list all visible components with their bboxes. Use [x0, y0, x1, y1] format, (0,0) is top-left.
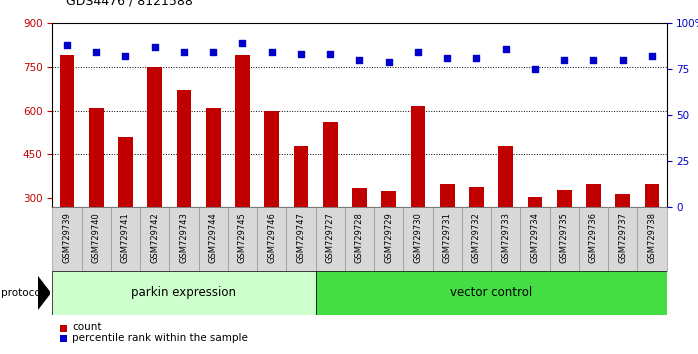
Point [266, 50, 277, 55]
Bar [440, 184, 454, 207]
Bar [111, 207, 140, 271]
Bar [89, 108, 103, 207]
Bar [199, 207, 228, 271]
Point [91, 50, 102, 55]
Bar [82, 207, 111, 271]
Text: GSM729734: GSM729734 [530, 212, 540, 263]
Text: GDS4476 / 8121588: GDS4476 / 8121588 [66, 0, 193, 7]
Text: parkin expression: parkin expression [131, 286, 237, 299]
Point [149, 44, 161, 50]
Bar [52, 271, 315, 315]
Bar [352, 188, 366, 207]
Text: GSM729737: GSM729737 [618, 212, 628, 263]
Bar [323, 122, 338, 207]
Text: GSM729746: GSM729746 [267, 212, 276, 263]
Point [588, 57, 599, 63]
Text: GSM729729: GSM729729 [384, 212, 393, 263]
Text: GSM729738: GSM729738 [648, 212, 656, 263]
Bar [59, 55, 74, 207]
Bar [294, 146, 309, 207]
Bar [462, 207, 491, 271]
Text: GSM729747: GSM729747 [297, 212, 306, 263]
Text: GSM729740: GSM729740 [91, 212, 101, 263]
Point [325, 51, 336, 57]
Bar [410, 106, 425, 207]
Text: count: count [72, 322, 101, 332]
Text: protocol: protocol [1, 288, 44, 298]
Bar [579, 207, 608, 271]
Bar [381, 191, 396, 207]
Text: GSM729744: GSM729744 [209, 212, 218, 263]
Point [295, 51, 306, 57]
Bar [265, 111, 279, 207]
Bar [315, 271, 667, 315]
Point [120, 53, 131, 59]
Text: GSM729743: GSM729743 [179, 212, 188, 263]
Point [207, 50, 218, 55]
Bar [147, 67, 162, 207]
Point [529, 66, 540, 72]
Bar [60, 325, 67, 332]
Point [354, 57, 365, 63]
Bar [52, 207, 82, 271]
Bar [637, 207, 667, 271]
Text: vector control: vector control [450, 286, 532, 299]
Bar [586, 184, 601, 207]
Bar [549, 207, 579, 271]
Bar [374, 207, 403, 271]
Text: GSM729731: GSM729731 [443, 212, 452, 263]
Bar [433, 207, 462, 271]
Point [558, 57, 570, 63]
Bar [608, 207, 637, 271]
Bar [60, 336, 67, 343]
Polygon shape [38, 277, 50, 309]
Bar [528, 197, 542, 207]
Bar [557, 189, 572, 207]
Bar [616, 194, 630, 207]
Text: GSM729728: GSM729728 [355, 212, 364, 263]
Bar [345, 207, 374, 271]
Text: GSM729739: GSM729739 [63, 212, 71, 263]
Bar [520, 207, 549, 271]
Bar [118, 137, 133, 207]
Bar [177, 90, 191, 207]
Bar [498, 146, 513, 207]
Bar [403, 207, 433, 271]
Text: GSM729736: GSM729736 [589, 212, 598, 263]
Bar [206, 108, 221, 207]
Point [471, 55, 482, 61]
Point [617, 57, 628, 63]
Text: GSM729732: GSM729732 [472, 212, 481, 263]
Bar [469, 187, 484, 207]
Bar [286, 207, 315, 271]
Text: GSM729735: GSM729735 [560, 212, 569, 263]
Bar [235, 55, 250, 207]
Bar [257, 207, 286, 271]
Point [383, 59, 394, 64]
Text: GSM729745: GSM729745 [238, 212, 247, 263]
Point [413, 50, 424, 55]
Point [500, 46, 512, 52]
Text: GSM729741: GSM729741 [121, 212, 130, 263]
Text: GSM729742: GSM729742 [150, 212, 159, 263]
Text: GSM729733: GSM729733 [501, 212, 510, 263]
Bar [228, 207, 257, 271]
Text: percentile rank within the sample: percentile rank within the sample [72, 333, 248, 343]
Bar [140, 207, 170, 271]
Bar [645, 184, 660, 207]
Point [61, 42, 73, 48]
Bar [491, 207, 520, 271]
Point [179, 50, 190, 55]
Text: GSM729730: GSM729730 [413, 212, 422, 263]
Bar [170, 207, 199, 271]
Point [646, 53, 658, 59]
Point [442, 55, 453, 61]
Point [237, 40, 248, 46]
Text: GSM729727: GSM729727 [326, 212, 335, 263]
Bar [315, 207, 345, 271]
